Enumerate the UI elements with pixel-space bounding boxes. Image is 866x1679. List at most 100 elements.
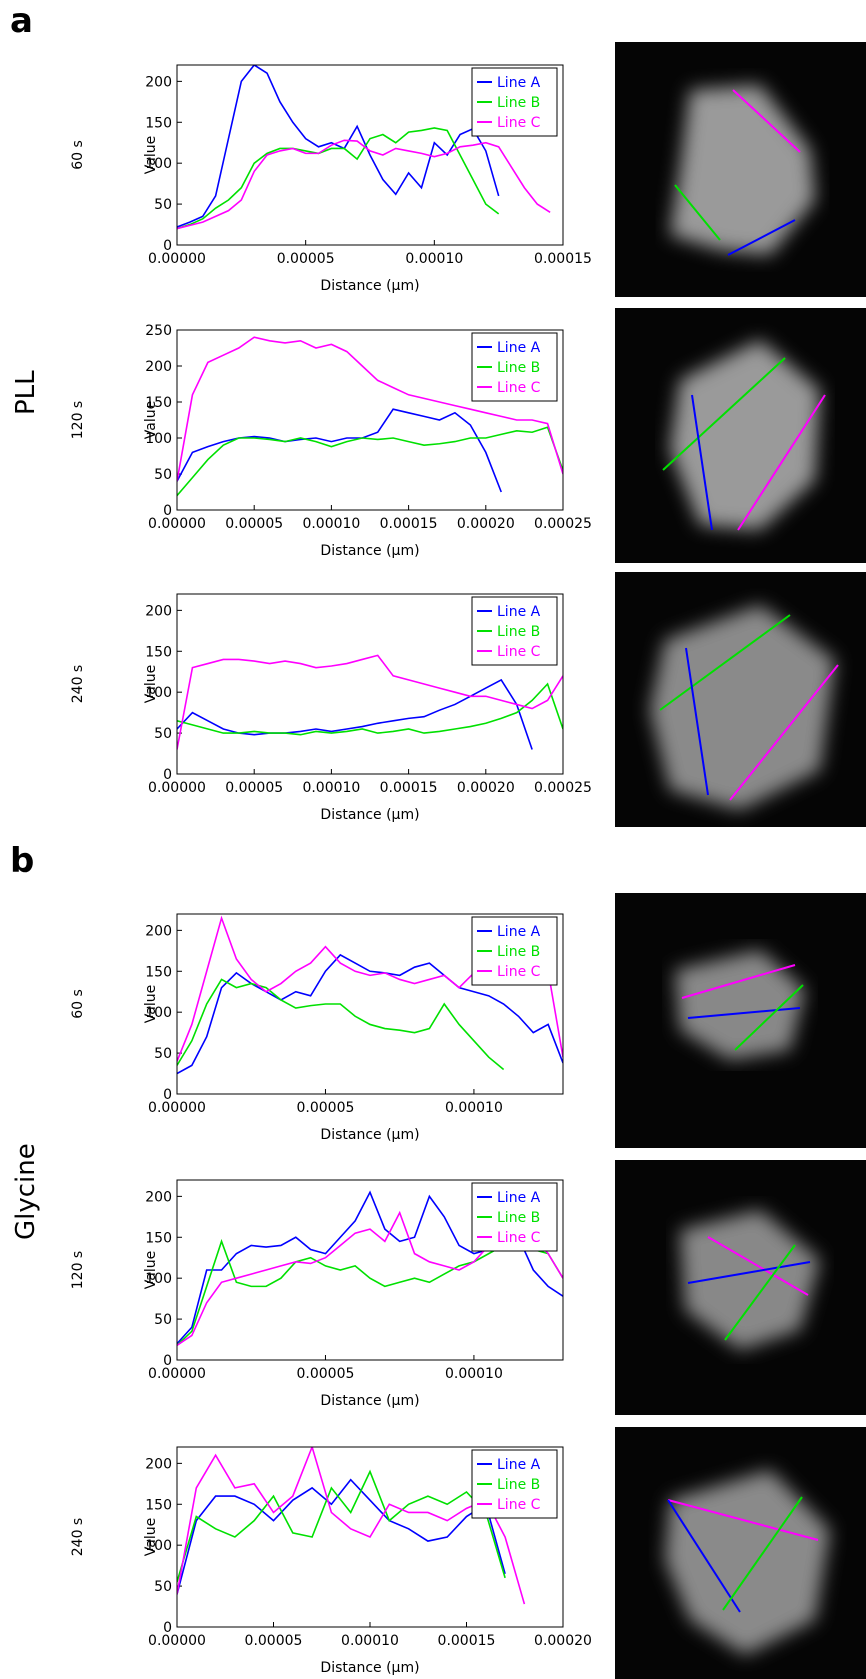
legend-label: Line C xyxy=(497,115,541,131)
y-tick-label: 150 xyxy=(145,644,172,660)
y-tick-label: 200 xyxy=(145,603,172,619)
plot-frame xyxy=(176,1446,564,1628)
x-axis-label: Distance (µm) xyxy=(320,1660,419,1676)
x-tick-label: 0.00010 xyxy=(405,251,463,267)
y-tick-label: 200 xyxy=(145,1456,172,1472)
image xyxy=(615,42,866,297)
x-axis-label: Distance (µm) xyxy=(320,278,419,294)
y-tick-label: 200 xyxy=(145,74,172,90)
y-tick-label: 50 xyxy=(154,197,172,213)
series-line xyxy=(177,678,533,750)
series-line xyxy=(177,336,563,482)
x-axis-label: Distance (µm) xyxy=(320,1127,419,1143)
legend-label: Line C xyxy=(497,1497,541,1513)
y-tick-label: 200 xyxy=(145,359,172,375)
x-tick-label: 0.00010 xyxy=(445,1100,503,1116)
y-tick-label: 200 xyxy=(145,923,172,939)
x-tick-label: 0.00020 xyxy=(534,1633,592,1649)
row-label: 60 s xyxy=(70,989,86,1019)
y-tick-label: 150 xyxy=(145,1497,172,1513)
x-tick-label: 0.00010 xyxy=(445,1366,503,1382)
y-tick-label: 50 xyxy=(154,1579,172,1595)
y-tick-label: 0 xyxy=(163,767,172,783)
legend-label: Line C xyxy=(497,380,541,396)
group-label: Glycine xyxy=(11,1143,41,1240)
y-tick-label: 100 xyxy=(145,156,172,172)
y-axis-label: Value xyxy=(143,985,159,1023)
x-tick-label: 0.00015 xyxy=(438,1633,496,1649)
row-label: 120 s xyxy=(70,401,86,439)
series-line xyxy=(177,1238,563,1346)
plot-frame xyxy=(176,913,564,1095)
x-axis-label: Distance (µm) xyxy=(320,1393,419,1409)
legend-label: Line A xyxy=(497,1190,541,1206)
y-tick-label: 200 xyxy=(145,1189,172,1205)
series-line xyxy=(177,65,500,228)
row-label: 240 s xyxy=(70,665,86,703)
y-tick-label: 0 xyxy=(163,1353,172,1369)
x-tick-label: 0.00005 xyxy=(297,1366,355,1382)
y-axis-label: Value xyxy=(143,665,159,703)
x-tick-label: 0.00015 xyxy=(380,516,438,532)
x-tick-label: 0.00000 xyxy=(148,780,206,796)
x-tick-label: 0.00015 xyxy=(380,780,438,796)
x-tick-label: 0.00020 xyxy=(457,516,515,532)
legend-label: Line B xyxy=(497,624,540,640)
image xyxy=(615,893,866,1148)
x-tick-label: 0.00000 xyxy=(148,251,206,267)
y-axis-label: Value xyxy=(143,1518,159,1556)
y-tick-label: 100 xyxy=(145,1538,172,1554)
panel-letter: a xyxy=(10,1,33,41)
x-tick-label: 0.00005 xyxy=(297,1100,355,1116)
y-tick-label: 50 xyxy=(154,467,172,483)
x-tick-label: 0.00005 xyxy=(225,780,283,796)
series-line xyxy=(177,1469,506,1583)
y-tick-label: 50 xyxy=(154,1046,172,1062)
x-tick-label: 0.00000 xyxy=(148,1100,206,1116)
series-line xyxy=(177,953,563,1075)
y-tick-label: 50 xyxy=(154,1312,172,1328)
y-tick-label: 150 xyxy=(145,964,172,980)
y-tick-label: 100 xyxy=(145,1005,172,1021)
x-tick-label: 0.00025 xyxy=(534,516,592,532)
series-line xyxy=(177,426,563,497)
legend-label: Line C xyxy=(497,644,541,660)
y-tick-label: 150 xyxy=(145,115,172,131)
y-tick-label: 150 xyxy=(145,395,172,411)
y-tick-label: 0 xyxy=(163,1087,172,1103)
series-line xyxy=(177,1478,506,1595)
x-tick-label: 0.00010 xyxy=(302,780,360,796)
series-line xyxy=(177,139,551,230)
legend-label: Line B xyxy=(497,1477,540,1493)
x-axis-label: Distance (µm) xyxy=(320,543,419,559)
x-tick-label: 0.00000 xyxy=(148,1633,206,1649)
row-label: 60 s xyxy=(70,140,86,170)
x-tick-label: 0.00000 xyxy=(148,1366,206,1382)
y-tick-label: 250 xyxy=(145,323,172,339)
series-line xyxy=(177,408,502,493)
legend-label: Line B xyxy=(497,1210,540,1226)
series-line xyxy=(177,682,563,736)
x-tick-label: 0.00010 xyxy=(341,1633,399,1649)
series-line xyxy=(177,1447,526,1605)
panel-letter: b xyxy=(10,841,34,881)
y-tick-label: 50 xyxy=(154,726,172,742)
legend-label: Line B xyxy=(497,95,540,111)
image xyxy=(615,1427,866,1679)
row-label: 240 s xyxy=(70,1518,86,1556)
y-tick-label: 150 xyxy=(145,1230,172,1246)
legend-label: Line B xyxy=(497,944,540,960)
y-tick-label: 100 xyxy=(145,1271,172,1287)
x-tick-label: 0.00000 xyxy=(148,516,206,532)
x-tick-label: 0.00015 xyxy=(534,251,592,267)
series-line xyxy=(177,127,500,230)
plot-frame xyxy=(176,1179,564,1361)
row-label: 120 s xyxy=(70,1251,86,1289)
legend-label: Line C xyxy=(497,964,541,980)
y-tick-label: 100 xyxy=(145,685,172,701)
x-tick-label: 0.00020 xyxy=(457,780,515,796)
x-axis-label: Distance (µm) xyxy=(320,807,419,823)
image xyxy=(615,1160,866,1415)
